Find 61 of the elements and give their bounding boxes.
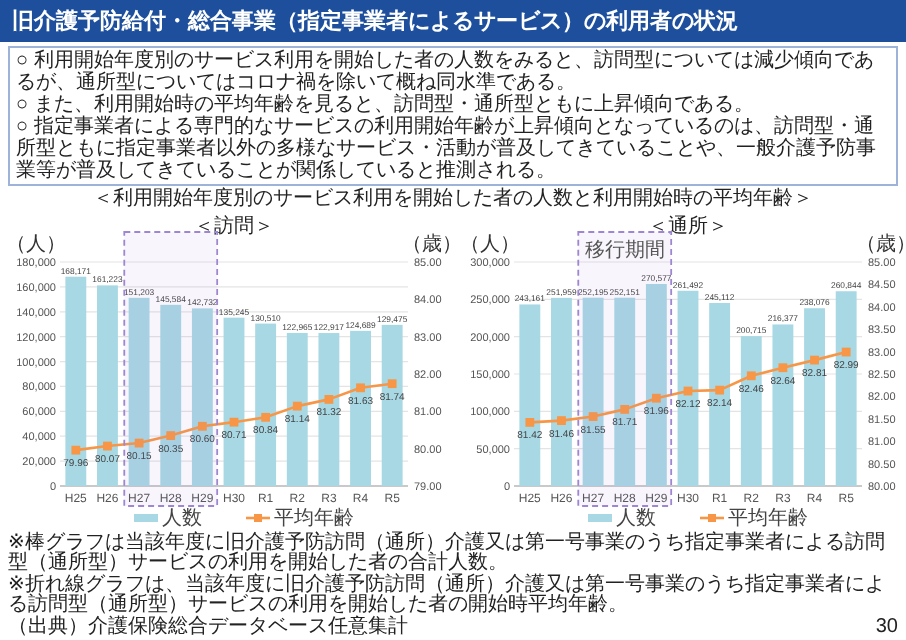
point	[197, 421, 207, 431]
point	[292, 401, 302, 411]
point	[587, 412, 597, 421]
bar	[676, 290, 698, 486]
point	[650, 393, 660, 403]
bar	[518, 304, 540, 486]
point	[809, 355, 818, 365]
bar	[223, 317, 245, 486]
bar	[803, 308, 824, 486]
text: 旧介護予防給付・総合事業（指定事業者によるサービス）の利用者の状況	[0, 0, 906, 42]
y-axis-title: （人）	[6, 234, 66, 256]
point	[714, 385, 724, 395]
point	[840, 347, 850, 357]
bar	[97, 285, 118, 486]
bar	[191, 308, 213, 486]
point	[619, 404, 629, 414]
bar	[739, 336, 761, 486]
point	[524, 417, 534, 427]
text: ※折れ線グラフは、当該年度に旧介護予防訪問（通所）介護又は第一号事業のうち指定事業者による訪問型（通所型）サービスの利用を開始した者の開始時平均年齢。	[8, 573, 887, 616]
point	[556, 416, 565, 425]
bar	[771, 324, 793, 486]
bar	[318, 333, 340, 486]
bar	[128, 297, 150, 486]
y-axis-title: （人）	[459, 234, 519, 256]
text: （出典）介護保険総合データベース任意集計	[8, 615, 408, 637]
text: 30	[875, 615, 898, 638]
bar	[644, 283, 666, 486]
bar	[834, 291, 856, 486]
band-label: 移行期間	[583, 238, 664, 262]
bar	[550, 297, 571, 486]
point	[324, 394, 334, 404]
point	[229, 417, 239, 427]
bar	[255, 323, 277, 486]
bar	[160, 304, 182, 486]
point	[745, 371, 755, 381]
point	[777, 363, 787, 373]
point	[356, 383, 365, 393]
bar	[581, 297, 603, 486]
text: ○ 指定事業者による専門的なサービスの利用開始年齢が上昇傾向となっているのは、訪問型・通所型ともに指定事業者以外の多様なサービス・活動が普及してきていることや、一般介護予防事業等が普及してきていることが関係していると推測される。	[16, 116, 878, 182]
legend-label: 人数	[615, 508, 655, 530]
text: ＜利用開始年度別のサービス利用を開始した者の人数と利用開始時の平均年齢＞	[91, 188, 815, 210]
bar	[613, 297, 635, 486]
legend-label: 平均年齢	[727, 506, 807, 530]
point	[387, 379, 397, 389]
bar	[286, 332, 308, 486]
bar	[708, 302, 730, 486]
point	[71, 445, 81, 455]
point	[261, 412, 271, 422]
y2-axis-title: （歳）	[855, 232, 906, 256]
text: ○ 利用開始年度別のサービス利用を開始した者の人数をみると、訪問型については減少傾向であるが、通所型についてはコロナ禍を除いて概ね同水準である。	[16, 50, 876, 94]
point	[166, 431, 176, 440]
bar	[65, 276, 87, 486]
legend-label: 平均年齢	[274, 506, 354, 530]
bar	[381, 324, 403, 486]
legend-label: 人数	[162, 508, 202, 530]
point	[103, 441, 112, 451]
bar	[350, 330, 371, 486]
text: ○ また、利用開始時の平均年齢を見ると、訪問型・通所型ともに上昇傾向である。	[16, 94, 756, 116]
y2-axis-title: （歳）	[402, 232, 462, 256]
text: ※棒グラフは当該年度に旧介護予防訪問（通所）介護又は第一号事業のうち指定事業者による訪問型（通所型）サービスの利用を開始した者の合計人数。	[8, 531, 887, 574]
chart-title: ＜通所＞	[647, 214, 727, 238]
